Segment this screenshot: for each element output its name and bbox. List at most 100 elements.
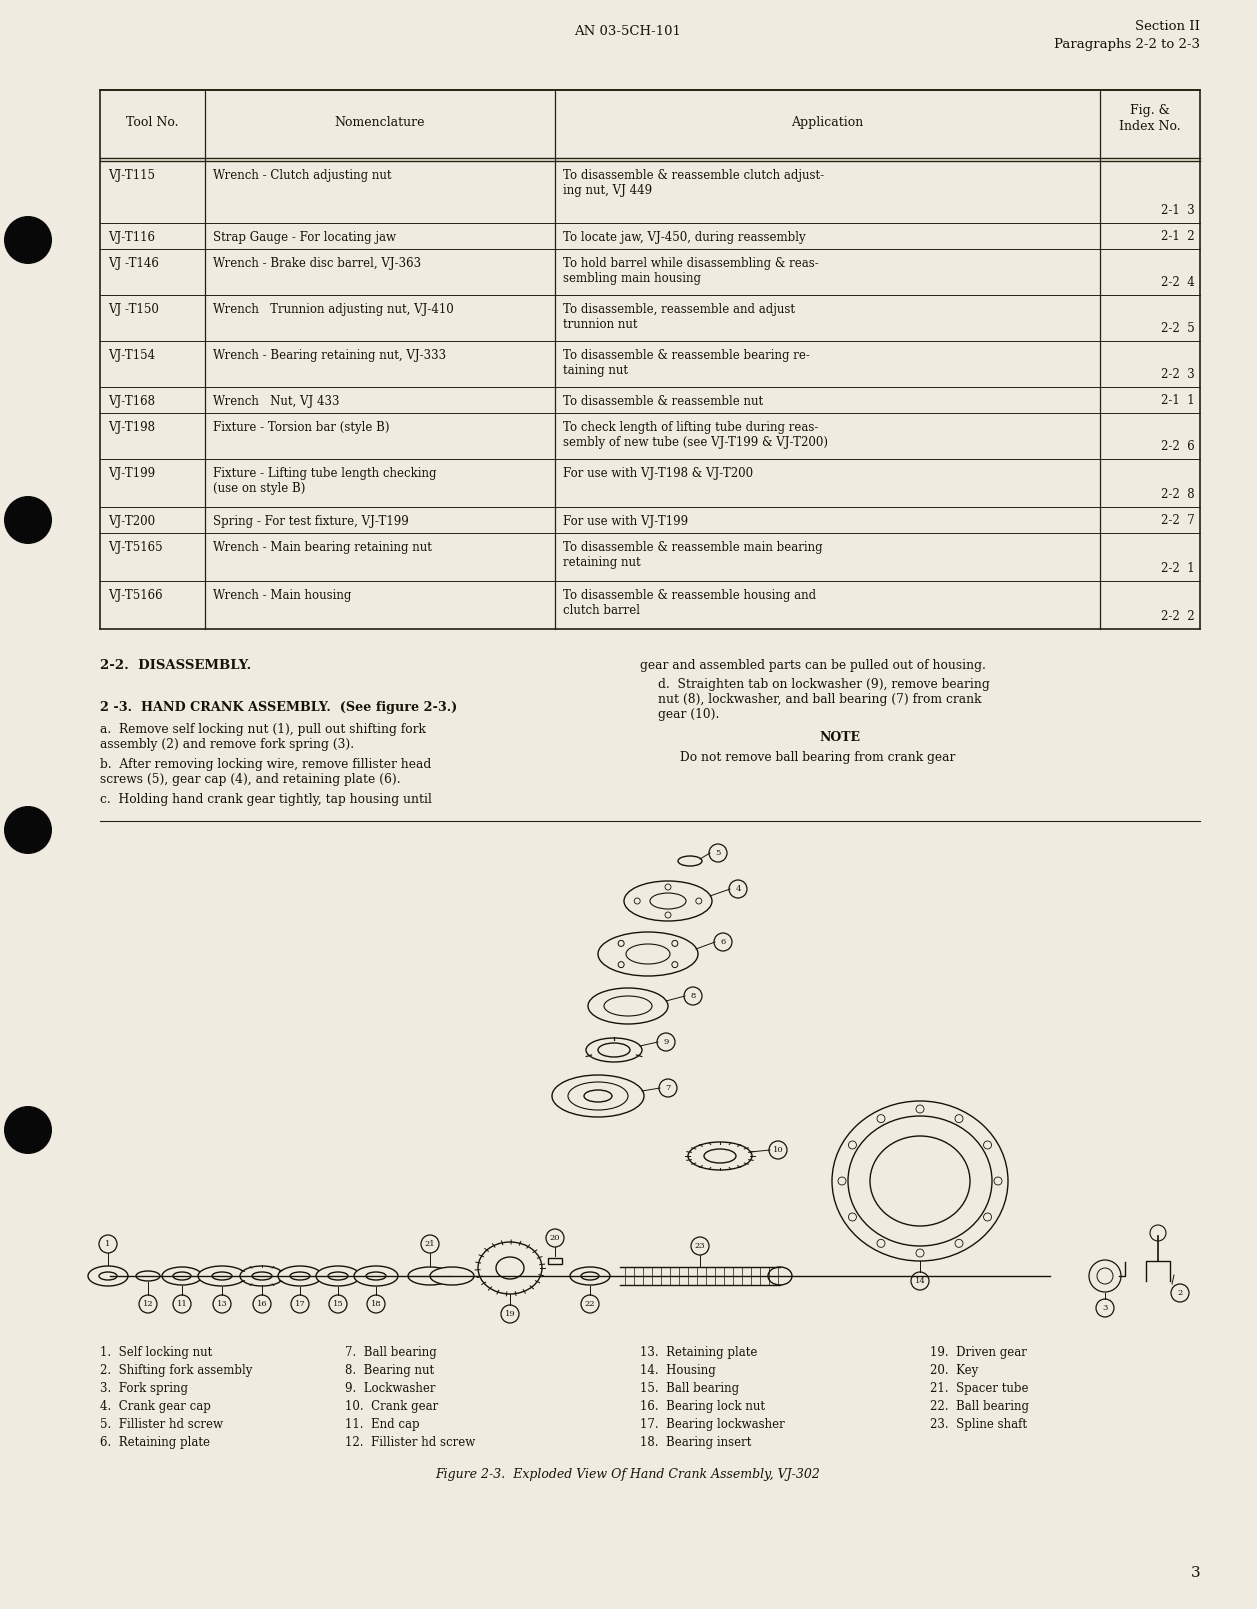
Circle shape [618,962,625,967]
Text: a.  Remove self locking nut (1), pull out shifting fork: a. Remove self locking nut (1), pull out… [101,722,426,735]
Ellipse shape [212,1273,233,1281]
Text: Wrench   Nut, VJ 433: Wrench Nut, VJ 433 [212,394,339,409]
Text: 21: 21 [425,1241,435,1249]
Circle shape [581,1295,600,1313]
Text: VJ-T5165: VJ-T5165 [108,541,162,553]
Ellipse shape [409,1266,453,1286]
Text: 10.  Crank gear: 10. Crank gear [344,1400,439,1413]
Circle shape [672,962,678,967]
Ellipse shape [870,1136,970,1226]
Text: ing nut, VJ 449: ing nut, VJ 449 [563,183,652,196]
Ellipse shape [136,1271,160,1281]
Text: AN 03-5CH-101: AN 03-5CH-101 [574,26,681,39]
Text: trunnion nut: trunnion nut [563,319,637,331]
Text: Index No.: Index No. [1119,121,1180,134]
Circle shape [672,940,678,946]
Text: 14.  Housing: 14. Housing [640,1364,715,1377]
Circle shape [729,880,747,898]
Text: To disassemble & reassemble nut: To disassemble & reassemble nut [563,394,763,409]
Text: taining nut: taining nut [563,364,628,377]
Text: 2-2  1: 2-2 1 [1161,562,1195,574]
Circle shape [253,1295,272,1313]
Ellipse shape [586,1038,642,1062]
Ellipse shape [768,1266,792,1286]
Text: 22: 22 [585,1300,596,1308]
Text: 3.  Fork spring: 3. Fork spring [101,1382,189,1395]
Circle shape [4,216,52,264]
Ellipse shape [430,1266,474,1286]
Ellipse shape [678,856,701,866]
Text: Nomenclature: Nomenclature [334,116,425,129]
Text: 2-2  2: 2-2 2 [1161,610,1195,623]
Text: Fixture - Torsion bar (style B): Fixture - Torsion bar (style B) [212,422,390,434]
Text: 19: 19 [504,1310,515,1318]
Circle shape [502,1305,519,1323]
Ellipse shape [316,1266,360,1286]
Text: 5: 5 [715,850,720,858]
Circle shape [1172,1284,1189,1302]
Text: Wrench - Main bearing retaining nut: Wrench - Main bearing retaining nut [212,541,432,553]
Text: 17: 17 [294,1300,305,1308]
Text: 16: 16 [256,1300,268,1308]
Ellipse shape [240,1266,284,1286]
Circle shape [916,1249,924,1257]
Text: 20: 20 [549,1234,561,1242]
Text: To hold barrel while disassembling & reas-: To hold barrel while disassembling & rea… [563,257,818,270]
Ellipse shape [704,1149,737,1163]
Text: 2-1  2: 2-1 2 [1161,230,1195,243]
Text: VJ-T5166: VJ-T5166 [108,589,162,602]
Ellipse shape [605,996,652,1015]
Text: 19.  Driven gear: 19. Driven gear [930,1347,1027,1360]
Text: 2-1  3: 2-1 3 [1161,204,1195,217]
Ellipse shape [497,1257,524,1279]
Text: (use on style B): (use on style B) [212,483,305,496]
Circle shape [657,1033,675,1051]
Text: nut (8), lockwasher, and ball bearing (7) from crank: nut (8), lockwasher, and ball bearing (7… [657,693,982,706]
Ellipse shape [162,1266,202,1286]
Ellipse shape [99,1273,117,1281]
Text: 2-2  4: 2-2 4 [1161,277,1195,290]
Text: 2-2  7: 2-2 7 [1161,513,1195,528]
Text: 22.  Ball bearing: 22. Ball bearing [930,1400,1029,1413]
Text: VJ-T154: VJ-T154 [108,349,155,362]
Circle shape [659,1080,678,1097]
Text: Wrench - Clutch adjusting nut: Wrench - Clutch adjusting nut [212,169,391,182]
Text: retaining nut: retaining nut [563,557,641,570]
Text: To locate jaw, VJ-450, during reassembly: To locate jaw, VJ-450, during reassembly [563,232,806,245]
Text: 15: 15 [333,1300,343,1308]
Text: 18.  Bearing insert: 18. Bearing insert [640,1435,752,1450]
Circle shape [769,1141,787,1158]
Text: VJ-T168: VJ-T168 [108,394,155,409]
Text: Fixture - Lifting tube length checking: Fixture - Lifting tube length checking [212,467,436,479]
Text: VJ -T150: VJ -T150 [108,302,158,315]
Text: 12.  Fillister hd screw: 12. Fillister hd screw [344,1435,475,1450]
Circle shape [983,1213,992,1221]
Text: 5.  Fillister hd screw: 5. Fillister hd screw [101,1418,222,1430]
Text: 1: 1 [106,1241,111,1249]
Circle shape [994,1178,1002,1184]
Text: VJ-T199: VJ-T199 [108,467,155,479]
Text: 3: 3 [1190,1566,1200,1580]
Text: VJ-T200: VJ-T200 [108,515,155,528]
Text: 2-1  1: 2-1 1 [1161,394,1195,407]
Circle shape [848,1141,856,1149]
Text: Wrench - Bearing retaining nut, VJ-333: Wrench - Bearing retaining nut, VJ-333 [212,349,446,362]
Ellipse shape [478,1242,542,1294]
Ellipse shape [290,1273,310,1281]
Text: For use with VJ-T199: For use with VJ-T199 [563,515,688,528]
Text: VJ-T115: VJ-T115 [108,169,155,182]
Text: 9: 9 [664,1038,669,1046]
Text: b.  After removing locking wire, remove fillister head: b. After removing locking wire, remove f… [101,758,431,771]
Circle shape [848,1213,856,1221]
Ellipse shape [552,1075,644,1117]
Ellipse shape [626,944,670,964]
Text: Tool No.: Tool No. [126,116,178,129]
Ellipse shape [581,1273,600,1281]
Text: VJ -T146: VJ -T146 [108,257,158,270]
Circle shape [173,1295,191,1313]
Text: 6: 6 [720,938,725,946]
Text: Figure 2-3.  Exploded View Of Hand Crank Assembly, VJ-302: Figure 2-3. Exploded View Of Hand Crank … [436,1467,821,1480]
Text: Do not remove ball bearing from crank gear: Do not remove ball bearing from crank ge… [680,751,955,764]
Text: Section II: Section II [1135,19,1200,34]
Ellipse shape [650,893,686,909]
